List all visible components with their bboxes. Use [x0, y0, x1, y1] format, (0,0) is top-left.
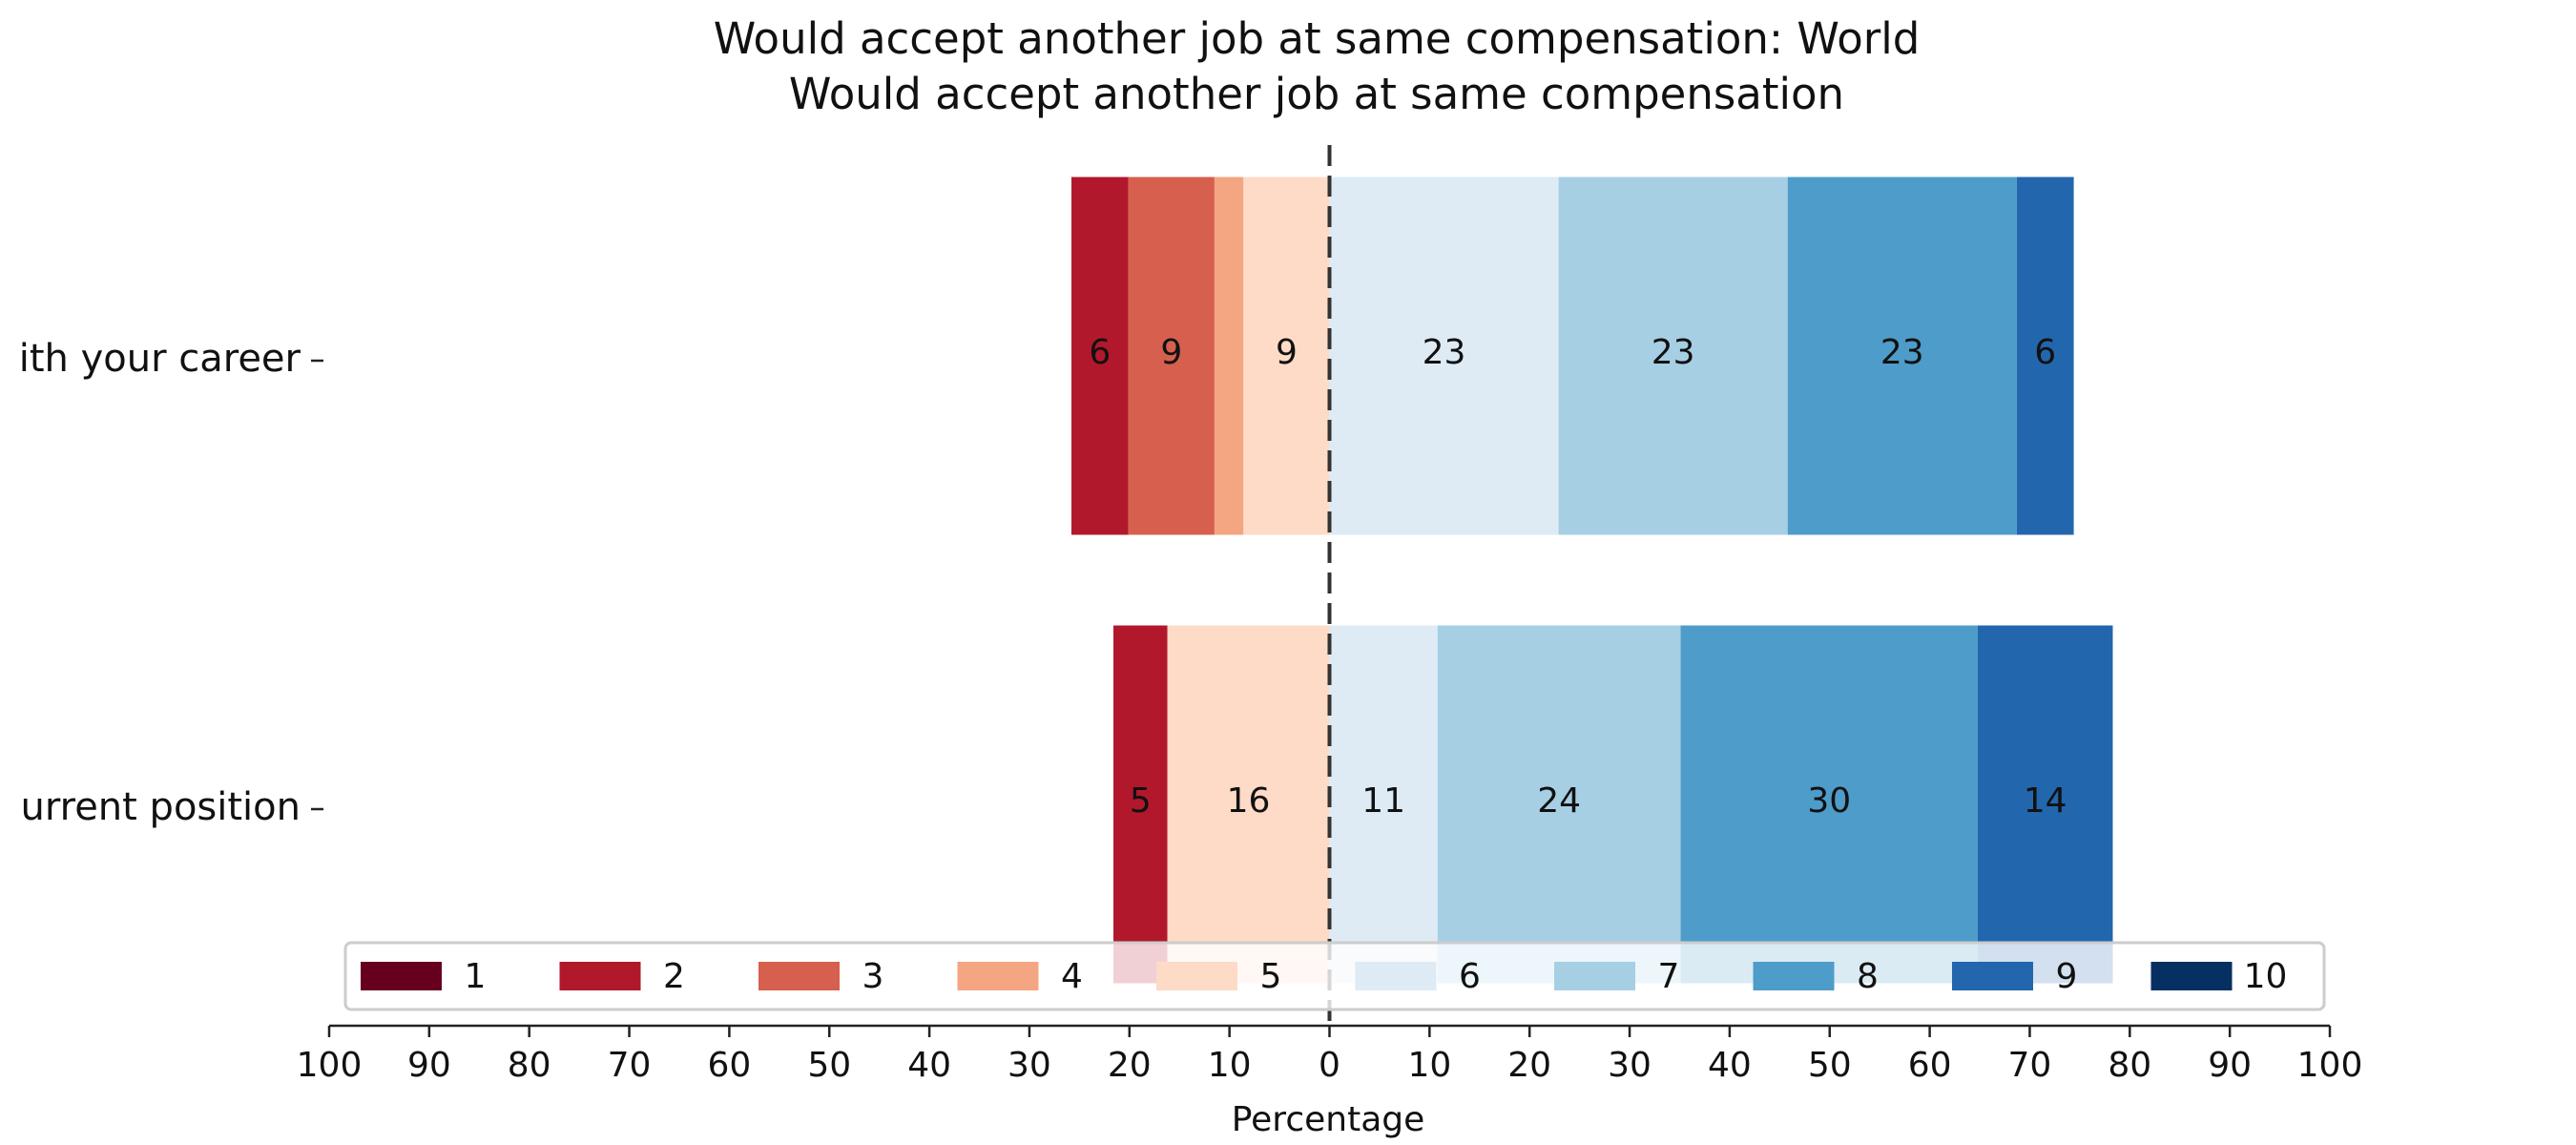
- legend-label-2: 2: [663, 957, 685, 996]
- legend-label-10: 10: [2244, 957, 2288, 996]
- x-tick-label: 0: [1319, 1046, 1340, 1085]
- legend-swatch-4: [957, 962, 1039, 990]
- bar-segment-8-row-2: [1680, 625, 1978, 984]
- x-tick-label: 90: [407, 1046, 451, 1085]
- legend-swatch-8: [1753, 962, 1835, 990]
- chart-subtitle: Would accept another job at same compens…: [789, 69, 1844, 119]
- legend-label-5: 5: [1260, 957, 1282, 996]
- bar-value-label: 6: [2034, 333, 2056, 372]
- x-tick-label: 10: [1407, 1046, 1451, 1085]
- bar-value-label: 23: [1652, 333, 1695, 372]
- bar-value-label: 23: [1423, 333, 1466, 372]
- bar-value-label: 5: [1130, 781, 1152, 821]
- bar-value-label: 23: [1880, 333, 1924, 372]
- legend-label-6: 6: [1459, 957, 1481, 996]
- x-tick-label: 10: [1208, 1046, 1252, 1085]
- x-tick-label: 20: [1507, 1046, 1551, 1085]
- bar-value-label: 11: [1361, 781, 1405, 821]
- bar-value-label: 24: [1537, 781, 1581, 821]
- x-tick-label: 50: [807, 1046, 851, 1085]
- legend-swatch-6: [1355, 962, 1437, 990]
- x-axis-label: Percentage: [1232, 1100, 1425, 1139]
- x-tick-label: 70: [608, 1046, 652, 1085]
- x-tick-label: 30: [1008, 1046, 1051, 1085]
- legend-swatch-9: [1952, 962, 2033, 990]
- x-tick-label: 20: [1108, 1046, 1152, 1085]
- bar-segment-5-row-2: [1167, 625, 1330, 984]
- bar-segment-3-row-1: [1128, 177, 1215, 535]
- legend-label-3: 3: [862, 957, 884, 996]
- x-tick-label: 70: [2008, 1046, 2052, 1085]
- x-tick-label: 100: [2297, 1046, 2363, 1085]
- x-tick-label: 80: [508, 1046, 551, 1085]
- legend-label-8: 8: [1857, 957, 1879, 996]
- x-tick-label: 40: [1708, 1046, 1752, 1085]
- bar-segment-8-row-1: [1787, 177, 2017, 535]
- legend-label-4: 4: [1061, 957, 1083, 996]
- bar-segment-6-row-2: [1329, 625, 1438, 984]
- bar-value-label: 9: [1160, 333, 1182, 372]
- bar-value-label: 6: [1089, 333, 1111, 372]
- y-axis-labels: ith your career urrent position: [19, 337, 323, 829]
- bar-value-label: 9: [1276, 333, 1298, 372]
- legend: 1 2 3 4 5 6 7 8 9 10: [343, 941, 2326, 1011]
- bar-segment-6-row-1: [1329, 177, 1559, 535]
- y-axis-label: ith your career: [19, 337, 301, 381]
- legend-label-7: 7: [1658, 957, 1680, 996]
- bar-segment-7-row-2: [1437, 625, 1681, 984]
- bars-layer: 6 9 9 23 23 23 6 5 16 11 24 30 14: [1070, 177, 2113, 984]
- x-axis: 100 90 80 70 60 50 40 30 20 10 0 10 20 30 40 50 60 70 80 90…: [297, 1024, 2363, 1085]
- bar-segment-9-row-1: [2016, 177, 2074, 535]
- bar-value-label: 16: [1227, 781, 1271, 821]
- legend-swatch-7: [1554, 962, 1635, 990]
- bar-value-label: 30: [1807, 781, 1851, 821]
- chart-title: Would accept another job at same compens…: [714, 13, 1921, 64]
- x-tick-label: 80: [2108, 1046, 2151, 1085]
- x-tick-label: 60: [707, 1046, 751, 1085]
- x-tick-label: 100: [297, 1046, 363, 1085]
- legend-swatch-10: [2150, 962, 2233, 990]
- legend-swatch-5: [1156, 962, 1237, 990]
- legend-label-9: 9: [2056, 957, 2078, 996]
- x-tick-label: 30: [1608, 1046, 1652, 1085]
- x-tick-label: 60: [1908, 1046, 1952, 1085]
- bar-segment-7-row-1: [1558, 177, 1788, 535]
- legend-swatch-1: [361, 962, 442, 990]
- bar-segment-9-row-2: [1977, 625, 2113, 984]
- x-tick-label: 50: [1808, 1046, 1852, 1085]
- x-tick-label: 40: [907, 1046, 951, 1085]
- y-axis-label: urrent position: [21, 785, 301, 829]
- bar-segment-2-row-2: [1113, 625, 1168, 984]
- bar-segment-2-row-1: [1070, 177, 1129, 535]
- legend-frame: [343, 941, 2326, 1011]
- bar-segment-4-row-1: [1214, 177, 1244, 535]
- x-tick-label: 90: [2208, 1046, 2252, 1085]
- bar-value-label: 14: [2024, 781, 2067, 821]
- legend-label-1: 1: [465, 957, 487, 996]
- legend-swatch-3: [758, 962, 840, 990]
- bar-segment-5-row-1: [1243, 177, 1330, 535]
- legend-swatch-2: [559, 962, 641, 990]
